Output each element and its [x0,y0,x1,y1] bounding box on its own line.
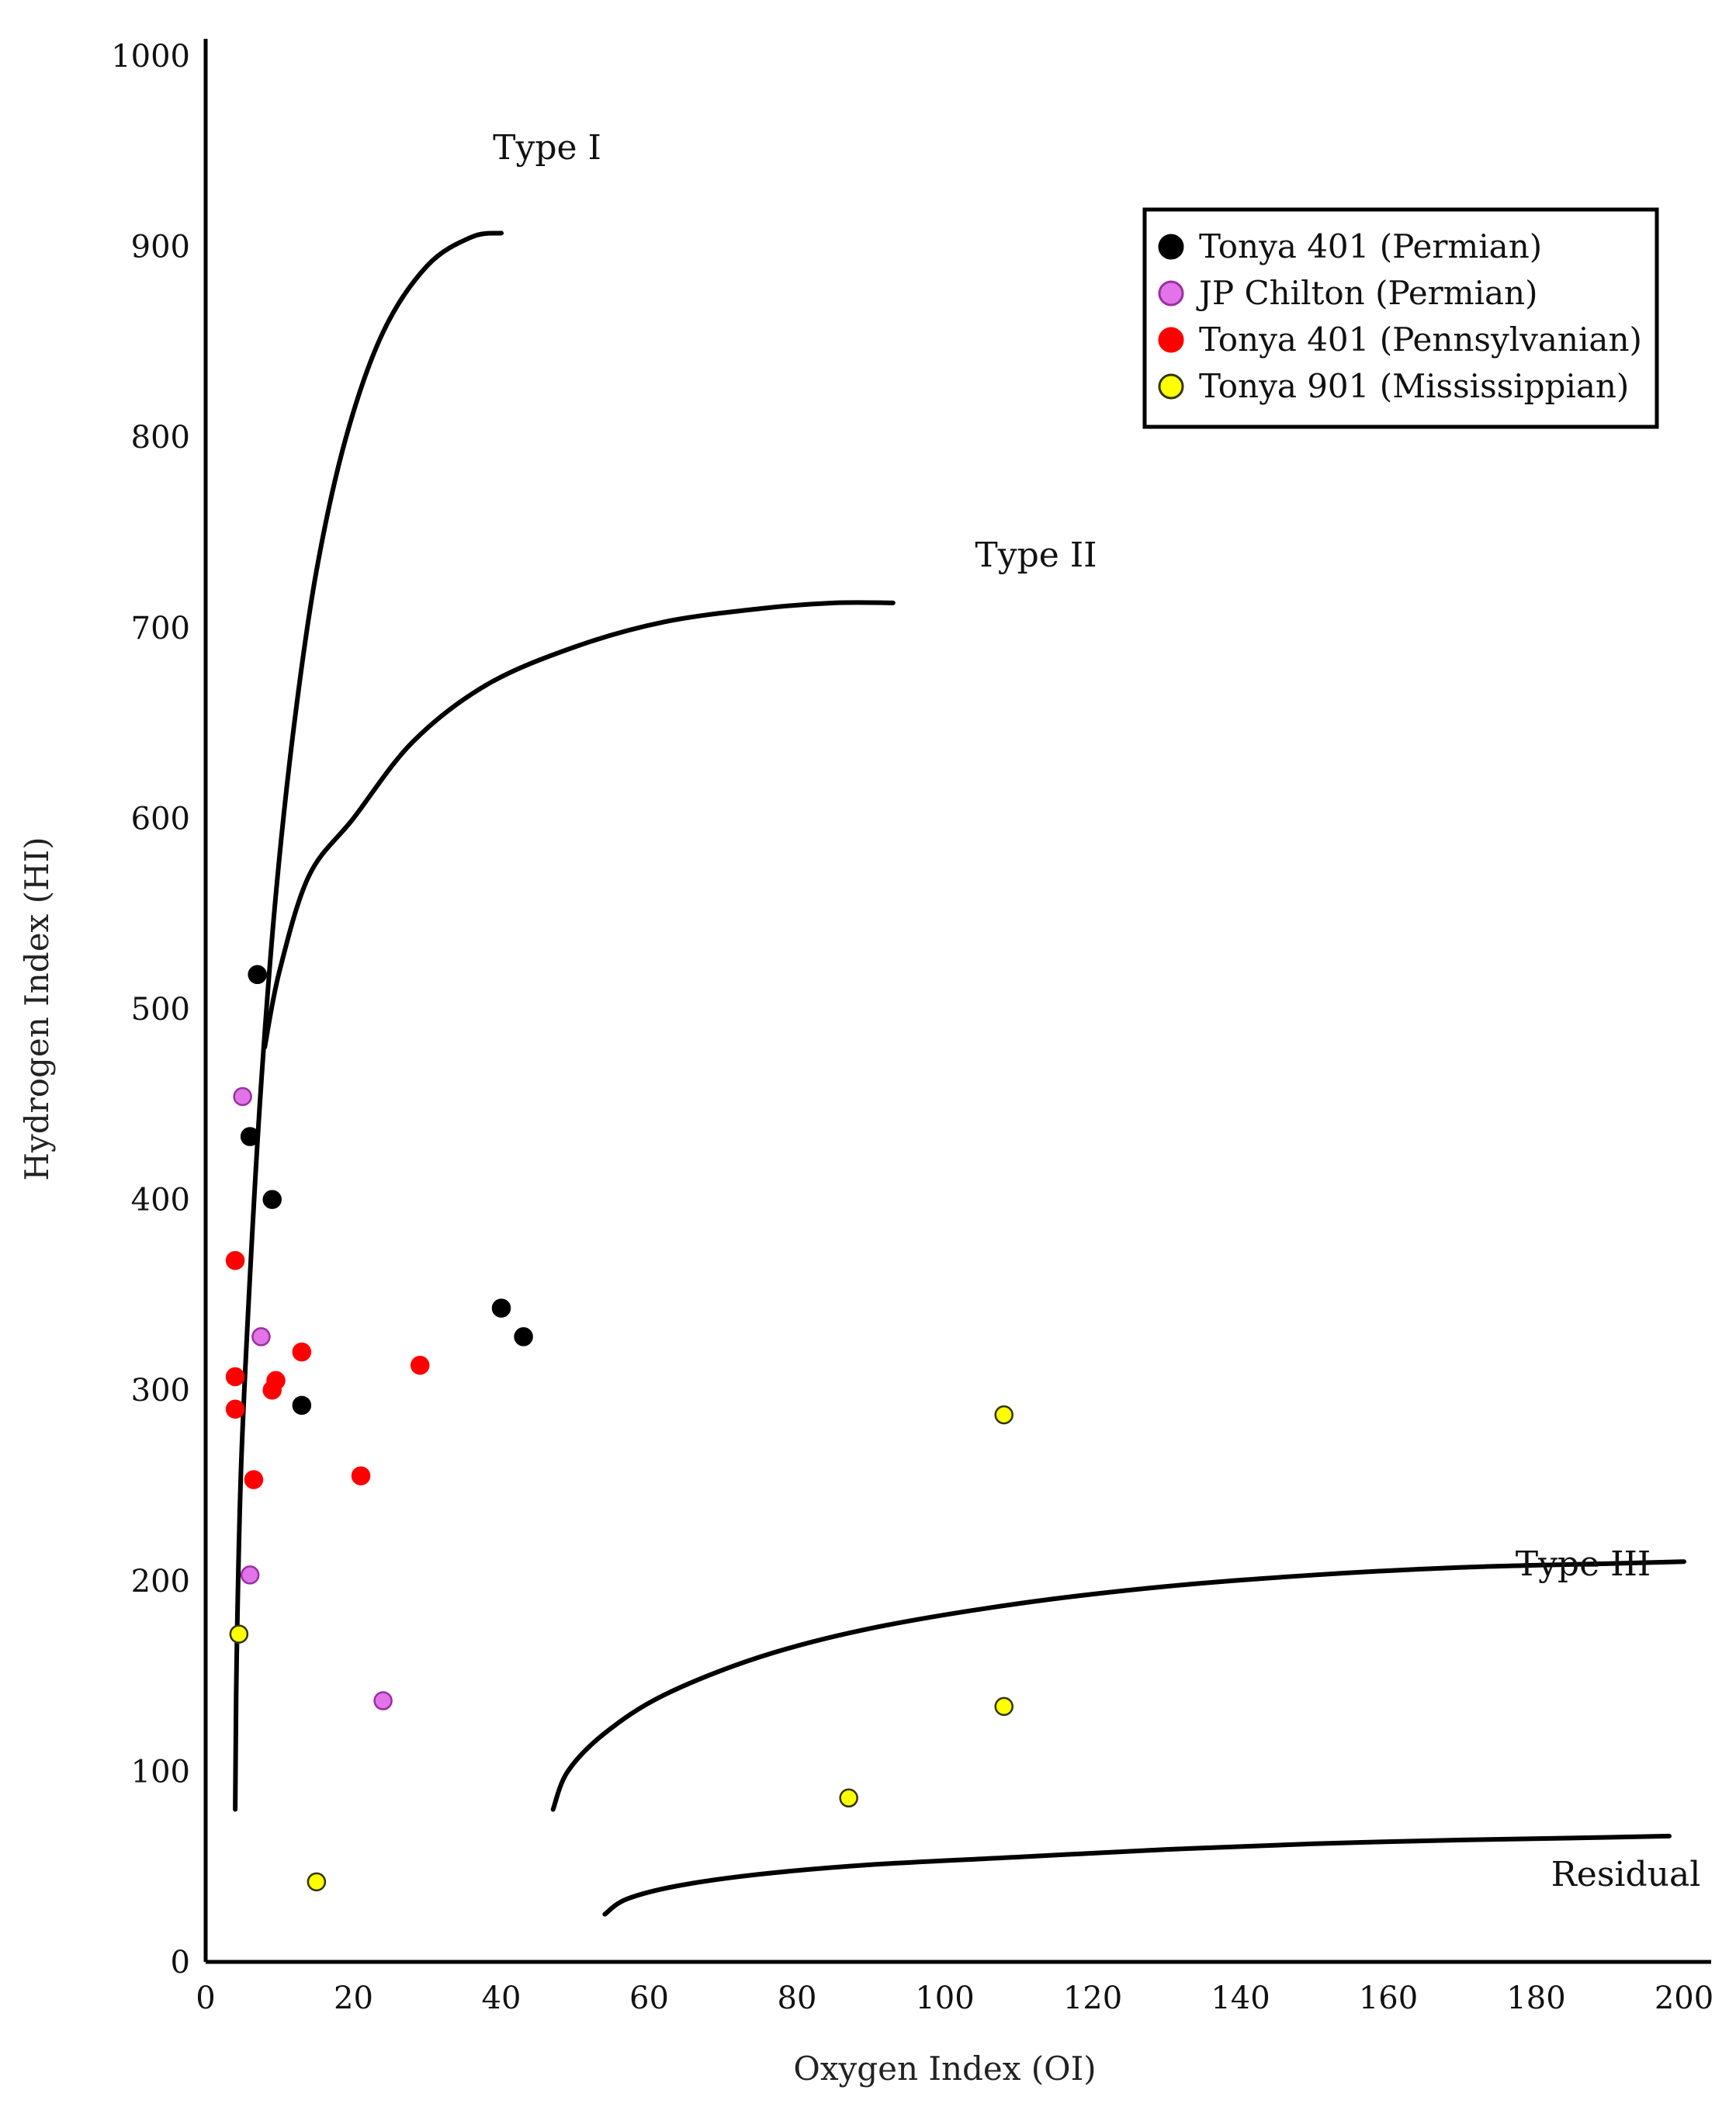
point-tonya-901-mississippian [994,1696,1014,1717]
x-axis-title: Oxygen Index (OI) [793,2050,1096,2088]
x-tick-label: 60 [629,1981,669,2016]
y-tick-label: 500 [131,992,190,1028]
point-tonya-401-pennsylvanian [351,1466,371,1485]
legend-label-tonya-901-mississippian: Tonya 901 (Mississippian) [1199,367,1629,405]
curve-residual [602,1833,1672,1917]
y-tick-label: 100 [131,1754,190,1790]
point-tonya-901-mississippian [994,1405,1014,1425]
x-tick-label: 180 [1506,1981,1565,2016]
legend-marker-jp-chilton-permian [1158,280,1184,307]
curve-type-ii [262,600,896,1050]
point-tonya-401-pennsylvanian [225,1250,245,1270]
legend-label-tonya-401-pennsylvanian: Tonya 401 (Pennsylvanian) [1199,321,1642,359]
curve-label-type-i: Type I [493,128,601,168]
legend-marker-tonya-401-pennsylvanian [1158,327,1184,353]
point-tonya-901-mississippian [307,1872,327,1892]
x-tick-label: 0 [196,1981,215,2016]
point-tonya-401-permian [292,1395,312,1416]
point-tonya-401-permian [240,1127,260,1146]
legend-marker-tonya-401-permian [1158,234,1184,260]
point-tonya-901-mississippian [839,1788,858,1808]
point-tonya-401-permian [262,1190,282,1209]
x-tick-label: 160 [1359,1981,1418,2016]
legend-label-jp-chilton-permian: JP Chilton (Permian) [1196,274,1538,312]
legend: Tonya 401 (Permian) JP Chilton (Permian) T… [1142,207,1659,429]
data-points [225,965,1014,1892]
curve-label-type-ii: Type II [975,535,1097,575]
point-tonya-401-pennsylvanian [292,1342,312,1362]
curve-label-residual: Residual [1551,1855,1701,1894]
y-tick-label: 400 [131,1183,190,1218]
y-tick-label: 900 [131,230,190,265]
point-jp-chilton-permian [373,1691,393,1710]
x-tick-label: 200 [1655,1981,1713,2016]
point-tonya-401-pennsylvanian [244,1470,264,1489]
x-tick-label: 120 [1063,1981,1122,2016]
curve-type-iii [550,1559,1686,1812]
curve-label-type-iii: Type III [1516,1544,1651,1584]
point-tonya-401-pennsylvanian [410,1356,430,1375]
y-tick-label: 1000 [111,39,190,75]
y-axis-title: Hydrogen Index (HI) [18,837,56,1180]
y-tick-label: 700 [131,611,190,646]
y-tick-label: 600 [131,801,190,837]
x-tick-label: 80 [778,1981,817,2016]
y-tick-label: 800 [131,420,190,456]
legend-box [1142,207,1659,429]
x-tick-label: 40 [482,1981,521,2016]
point-tonya-401-permian [491,1298,511,1318]
x-tick-label: 140 [1211,1981,1270,2016]
x-tick-label: 20 [334,1981,373,2016]
curve-type-i [233,230,504,1812]
legend-label-tonya-401-permian: Tonya 401 (Permian) [1199,227,1542,265]
y-tick-label: 200 [131,1564,190,1599]
point-jp-chilton-permian [251,1327,271,1346]
legend-marker-tonya-901-mississippian [1158,373,1184,400]
y-tick-label: 300 [131,1373,190,1409]
point-jp-chilton-permian [233,1086,252,1107]
axes: 0 20 40 60 80 100 120 140 160 180 200 0 100 200 300 400… [18,39,1713,2088]
point-jp-chilton-permian [240,1565,260,1585]
y-tick-label: 0 [171,1945,190,1981]
point-tonya-401-permian [248,965,267,985]
point-tonya-901-mississippian [229,1624,249,1644]
point-tonya-401-pennsylvanian [225,1367,245,1387]
point-tonya-401-pennsylvanian [262,1380,282,1400]
x-tick-label: 100 [915,1981,974,2016]
point-tonya-401-pennsylvanian [225,1399,245,1419]
point-tonya-401-permian [514,1327,533,1346]
kerogen-type-curves: Type I Type II Type III Residual [233,128,1701,1917]
